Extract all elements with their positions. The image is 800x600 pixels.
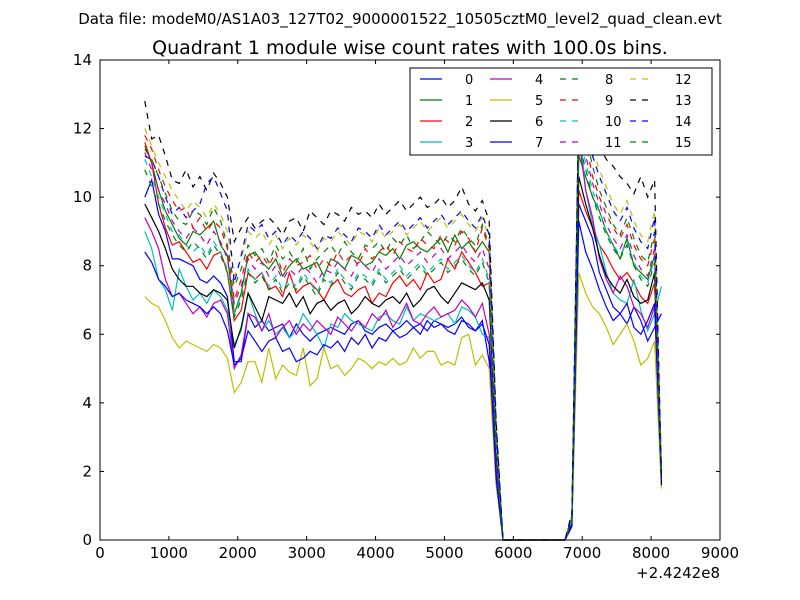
x-tick-label: 1000 xyxy=(150,544,188,562)
x-tick-label: 4000 xyxy=(356,544,394,562)
legend-label-11: 11 xyxy=(605,136,622,151)
series-layer xyxy=(144,90,662,541)
legend-label-8: 8 xyxy=(605,73,613,88)
x-tick-label: 9000 xyxy=(701,544,739,562)
x-tick-label: 7000 xyxy=(563,544,601,562)
x-tick-label: 0 xyxy=(95,544,105,562)
legend-label-13: 13 xyxy=(675,94,692,109)
x-tick-label: 8000 xyxy=(632,544,670,562)
series-line-15 xyxy=(144,142,662,541)
y-tick-label: 6 xyxy=(82,325,92,343)
x-tick-label: 6000 xyxy=(494,544,532,562)
legend-label-2: 2 xyxy=(465,115,473,130)
x-offset-label: +2.4242e8 xyxy=(636,564,720,582)
legend-label-9: 9 xyxy=(605,94,613,109)
y-tick-label: 12 xyxy=(73,120,92,138)
x-tick-label: 2000 xyxy=(219,544,257,562)
y-tick-label: 14 xyxy=(73,51,92,69)
x-tick-label: 5000 xyxy=(425,544,463,562)
legend-label-14: 14 xyxy=(675,115,692,130)
chart-title: Quadrant 1 module wise count rates with … xyxy=(152,37,668,59)
legend-label-0: 0 xyxy=(465,73,473,88)
series-line-8 xyxy=(144,114,662,541)
figure-suptitle: Data file: modeM0/AS1A03_127T02_90000015… xyxy=(78,10,722,29)
y-tick-label: 8 xyxy=(82,257,92,275)
x-tick-label: 3000 xyxy=(288,544,326,562)
legend-label-7: 7 xyxy=(535,136,543,151)
legend-frame xyxy=(409,67,713,156)
legend-label-10: 10 xyxy=(605,115,622,130)
legend-label-1: 1 xyxy=(465,94,473,109)
x-axis-ticks: 0 1000 2000 3000 4000 5000 6000 7000 8000 9000 xyxy=(95,60,739,562)
legend-label-12: 12 xyxy=(675,73,692,88)
y-tick-label: 4 xyxy=(82,394,92,412)
plot-frame xyxy=(99,59,721,541)
series-line-11 xyxy=(144,124,662,541)
y-tick-label: 2 xyxy=(82,462,92,480)
y-tick-label: 0 xyxy=(82,531,92,549)
legend-label-15: 15 xyxy=(675,136,692,151)
legend-label-5: 5 xyxy=(535,94,543,109)
legend-label-3: 3 xyxy=(465,136,473,151)
legend-label-6: 6 xyxy=(535,115,543,130)
series-line-14 xyxy=(144,97,662,541)
series-line-7 xyxy=(144,220,662,541)
y-tick-label: 10 xyxy=(73,188,92,206)
legend-label-4: 4 xyxy=(535,73,543,88)
